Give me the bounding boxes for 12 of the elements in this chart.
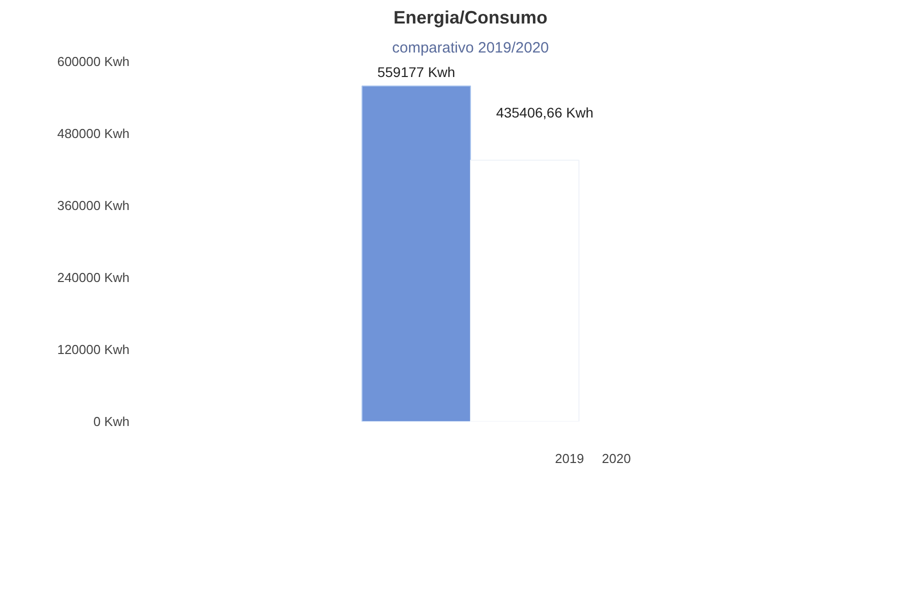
y-tick-label: 240000 Kwh	[57, 270, 130, 285]
text: 2019	[555, 451, 584, 466]
y-tick-label: 480000 Kwh	[57, 126, 130, 141]
chart-title: Energia/Consumo	[393, 8, 548, 28]
chart-subtitle: comparativo 2019/2020	[392, 40, 549, 56]
text: 2020	[602, 451, 631, 466]
data-label: 435406,66 Kwh	[496, 104, 594, 120]
y-tick-label: 360000 Kwh	[57, 198, 130, 213]
y-tick-label: 0 Kwh	[93, 414, 130, 429]
y-tick-label: 600000 Kwh	[57, 54, 130, 69]
data-label: 559177 Kwh	[377, 64, 456, 80]
y-tick-label: 120000 Kwh	[57, 342, 130, 357]
